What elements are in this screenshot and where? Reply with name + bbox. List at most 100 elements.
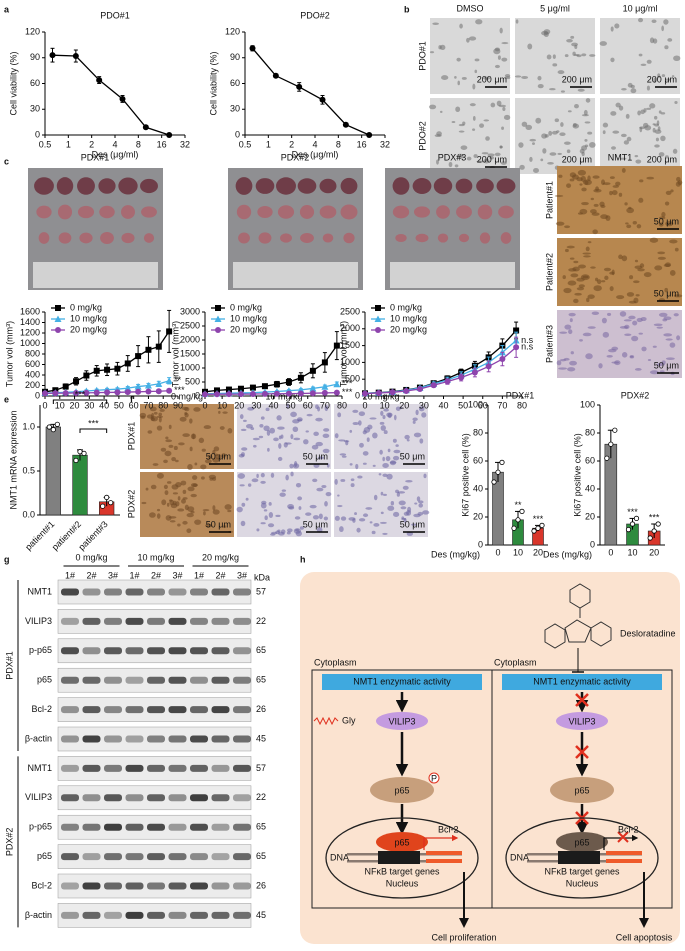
image-texture xyxy=(256,473,259,479)
blot-band xyxy=(233,588,251,596)
image-texture xyxy=(639,263,645,268)
group-label: PDX#2 xyxy=(4,828,14,857)
image-texture xyxy=(337,504,343,508)
image-texture xyxy=(567,367,576,372)
blot-band xyxy=(168,794,187,802)
scale-bar-label: 200 μm xyxy=(562,154,592,164)
image-texture xyxy=(212,505,216,511)
image-texture xyxy=(637,17,644,23)
blot-band xyxy=(168,735,187,743)
tumor xyxy=(319,178,337,194)
image-texture xyxy=(661,211,666,218)
image-texture xyxy=(418,503,424,508)
legend-label: 0 mg/kg xyxy=(70,302,102,312)
blot-band xyxy=(125,882,144,890)
image-texture xyxy=(621,255,628,262)
image-texture xyxy=(629,275,634,280)
image-texture xyxy=(532,142,535,146)
ruler xyxy=(390,262,515,288)
gene xyxy=(606,851,642,855)
scale-bar-label: 200 μm xyxy=(562,74,592,84)
tumor xyxy=(500,232,512,244)
blot-band xyxy=(125,911,144,919)
marker xyxy=(333,380,341,388)
image-texture xyxy=(583,255,591,258)
image-texture xyxy=(383,430,388,435)
image-texture xyxy=(469,103,476,107)
image-texture xyxy=(623,140,630,145)
y-tick-label: 30 xyxy=(230,104,240,114)
phospho-mark xyxy=(428,772,440,784)
image-texture xyxy=(279,492,286,497)
image-texture xyxy=(658,312,668,317)
kda-label: 26 xyxy=(256,704,266,714)
tumor xyxy=(340,177,358,195)
image xyxy=(430,98,510,174)
tumor xyxy=(34,177,54,195)
image-texture xyxy=(537,75,542,81)
image xyxy=(140,472,234,537)
image-texture xyxy=(325,492,332,497)
image-texture xyxy=(567,110,572,113)
image-texture xyxy=(593,188,602,193)
image-texture xyxy=(499,27,503,34)
image-texture xyxy=(541,30,549,36)
enzyme-box xyxy=(502,674,662,690)
image-texture xyxy=(664,201,670,206)
image-texture xyxy=(164,450,172,457)
nucleus-label: Nucleus xyxy=(566,878,599,888)
image-texture xyxy=(145,487,149,491)
image xyxy=(430,18,510,94)
row-label: PDO#1 xyxy=(417,41,427,71)
image-texture xyxy=(362,513,369,518)
nucleus xyxy=(505,817,659,899)
y-tick-label: 0 xyxy=(590,539,595,549)
image-texture xyxy=(479,123,485,128)
image-texture xyxy=(649,103,656,109)
y-tick-label: 60 xyxy=(230,78,240,88)
image-texture xyxy=(563,357,570,361)
image-texture xyxy=(590,266,596,269)
blot-band xyxy=(168,823,187,831)
image-texture xyxy=(487,153,495,157)
marker xyxy=(165,377,173,384)
tumor xyxy=(477,204,493,220)
blot-band xyxy=(125,794,144,802)
image-texture xyxy=(621,87,627,91)
image-texture xyxy=(626,136,632,142)
y-tick-label: 80 xyxy=(473,427,483,437)
image-texture xyxy=(574,292,582,296)
image-texture xyxy=(577,212,583,215)
image-texture xyxy=(640,63,647,67)
image-texture xyxy=(334,478,338,485)
image-texture xyxy=(380,491,384,496)
image-texture xyxy=(621,352,628,358)
vilip3-label: VILIP3 xyxy=(568,716,595,726)
marker xyxy=(83,372,90,379)
marker xyxy=(272,72,279,79)
blot-band xyxy=(190,588,208,596)
image-texture xyxy=(557,70,565,75)
image-texture xyxy=(201,476,205,480)
image-texture xyxy=(422,510,430,515)
image-texture xyxy=(161,499,167,506)
image-texture xyxy=(529,138,536,142)
image-texture xyxy=(218,410,221,414)
image-texture xyxy=(535,117,542,124)
image-texture xyxy=(652,38,658,44)
image-texture xyxy=(150,484,157,490)
image-texture xyxy=(403,511,409,516)
lane-label: 2# xyxy=(151,570,161,580)
tumor xyxy=(456,205,472,219)
image-texture xyxy=(628,315,636,320)
image-texture xyxy=(380,425,386,431)
image-texture xyxy=(585,353,593,360)
blot-band xyxy=(104,882,122,890)
image-texture xyxy=(311,444,319,450)
image-texture xyxy=(434,134,442,138)
blot-band xyxy=(233,764,251,772)
image-texture xyxy=(483,158,490,164)
image-texture xyxy=(501,42,509,45)
image-texture xyxy=(527,43,533,50)
protein-label: VILIP3 xyxy=(25,792,52,802)
